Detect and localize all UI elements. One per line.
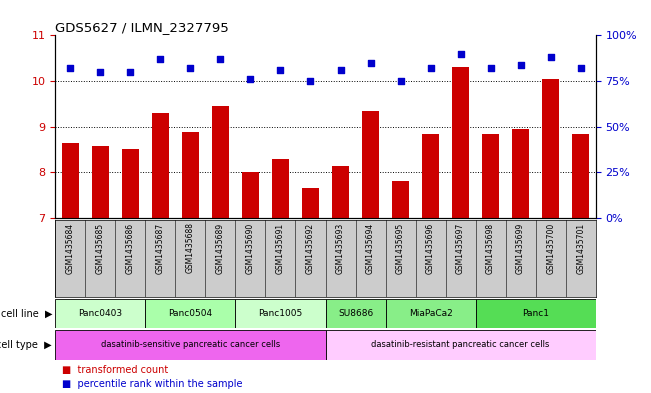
Bar (512, 129, 529, 218)
Bar (242, 173, 258, 218)
Text: GSM1435700: GSM1435700 (546, 222, 555, 274)
Text: MiaPaCa2: MiaPaCa2 (409, 309, 452, 318)
Point (125, 69, 135, 75)
Text: GSM1435688: GSM1435688 (186, 222, 195, 274)
Point (155, 56, 165, 62)
Point (245, 76, 256, 83)
Text: GSM1435687: GSM1435687 (156, 222, 165, 274)
Bar (393, 181, 409, 218)
Text: Panc1005: Panc1005 (258, 309, 303, 318)
Bar (362, 111, 379, 218)
Text: ■  percentile rank within the sample: ■ percentile rank within the sample (62, 379, 242, 389)
Point (65, 65, 76, 72)
Bar (152, 113, 169, 218)
Bar (476, 299, 596, 328)
Text: Panc0403: Panc0403 (78, 309, 122, 318)
Bar (55, 299, 145, 328)
Bar (122, 149, 139, 218)
Bar (62, 143, 79, 218)
Text: GSM1435697: GSM1435697 (456, 222, 465, 274)
Point (275, 67, 286, 73)
Bar (326, 330, 596, 360)
Text: Panc0504: Panc0504 (169, 309, 212, 318)
Bar (452, 67, 469, 218)
Bar (385, 299, 476, 328)
Bar (272, 159, 289, 218)
Bar (55, 330, 325, 360)
Text: SU8686: SU8686 (338, 309, 373, 318)
Point (516, 61, 526, 68)
Bar (572, 134, 589, 218)
Point (305, 78, 316, 84)
Bar (326, 299, 385, 328)
Text: GSM1435684: GSM1435684 (66, 222, 75, 274)
Point (575, 65, 586, 72)
Text: GDS5627 / ILMN_2327795: GDS5627 / ILMN_2327795 (55, 21, 229, 34)
Text: GSM1435694: GSM1435694 (366, 222, 375, 274)
Point (335, 67, 346, 73)
Text: GSM1435695: GSM1435695 (396, 222, 405, 274)
Bar (422, 134, 439, 218)
Point (546, 54, 556, 61)
Bar (236, 299, 326, 328)
Text: GSM1435696: GSM1435696 (426, 222, 435, 274)
Point (425, 65, 436, 72)
Bar (542, 79, 559, 218)
Text: dasatinib-resistant pancreatic cancer cells: dasatinib-resistant pancreatic cancer ce… (371, 340, 550, 349)
Bar (212, 106, 229, 218)
Bar (182, 132, 199, 218)
Text: GSM1435692: GSM1435692 (306, 222, 315, 274)
Text: Panc1: Panc1 (522, 309, 549, 318)
Point (186, 65, 196, 72)
Point (95, 69, 105, 75)
Text: GSM1435689: GSM1435689 (216, 222, 225, 274)
Bar (145, 299, 236, 328)
Text: GSM1435699: GSM1435699 (516, 222, 525, 274)
Text: GSM1435691: GSM1435691 (276, 222, 285, 274)
Text: GSM1435701: GSM1435701 (576, 222, 585, 274)
Bar (482, 134, 499, 218)
Text: GSM1435685: GSM1435685 (96, 222, 105, 274)
Bar (92, 146, 109, 218)
Text: cell line  ▶: cell line ▶ (1, 309, 52, 318)
Text: dasatinib-sensitive pancreatic cancer cells: dasatinib-sensitive pancreatic cancer ce… (101, 340, 280, 349)
Point (486, 65, 496, 72)
Text: GSM1435686: GSM1435686 (126, 222, 135, 274)
Text: GSM1435698: GSM1435698 (486, 222, 495, 274)
Bar (332, 165, 349, 218)
Point (456, 50, 466, 57)
Bar (302, 188, 319, 218)
Text: GSM1435690: GSM1435690 (246, 222, 255, 274)
Text: ■  transformed count: ■ transformed count (62, 365, 168, 375)
Point (365, 60, 376, 66)
Point (215, 56, 226, 62)
Text: GSM1435693: GSM1435693 (336, 222, 345, 274)
Text: cell type  ▶: cell type ▶ (0, 340, 52, 350)
Point (395, 78, 406, 84)
